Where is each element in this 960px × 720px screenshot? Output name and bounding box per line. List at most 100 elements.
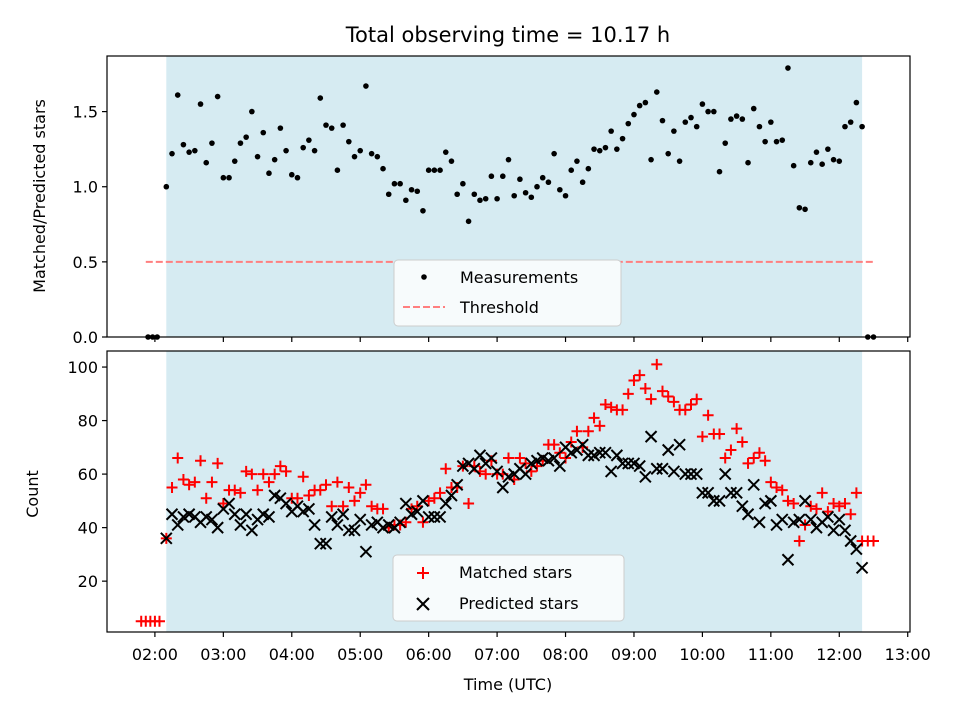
- data-point: [594, 420, 606, 432]
- data-point: [408, 186, 415, 193]
- data-point: [482, 195, 489, 202]
- data-point: [827, 524, 840, 537]
- data-point: [742, 457, 754, 469]
- data-point: [699, 101, 706, 107]
- x-tick-label: 08:00: [542, 645, 588, 664]
- data-point: [599, 399, 611, 411]
- data-point: [667, 465, 681, 478]
- data-point: [614, 146, 620, 152]
- data-point: [830, 156, 837, 163]
- data-point: [468, 462, 481, 475]
- data-point: [262, 510, 276, 524]
- data-point: [765, 476, 777, 488]
- data-point: [528, 194, 535, 201]
- data-point: [477, 197, 483, 204]
- data-point: [676, 158, 683, 164]
- top-legend-box: [393, 259, 622, 327]
- data-point: [463, 498, 475, 510]
- bottom-panel-frame: [106, 350, 911, 633]
- data-point: [169, 150, 175, 157]
- data-point: [673, 438, 686, 451]
- data-point: [679, 404, 691, 416]
- data-point: [450, 478, 464, 492]
- data-point: [442, 149, 449, 155]
- data-point: [195, 455, 207, 467]
- data-point: [229, 484, 241, 496]
- data-point: [604, 465, 618, 478]
- data-point: [782, 495, 794, 507]
- y-tick-label: 1.5: [73, 103, 98, 122]
- data-point: [257, 468, 269, 480]
- data-point: [610, 449, 624, 462]
- data-point: [357, 147, 364, 154]
- data-point: [679, 467, 692, 481]
- data-point: [166, 481, 178, 493]
- data-point: [853, 99, 860, 106]
- x-tick-label: 04:00: [269, 645, 315, 664]
- x-tick-label: 13:00: [885, 645, 931, 664]
- top-x-axis: [154, 337, 909, 342]
- data-point: [785, 65, 791, 71]
- data-point: [160, 532, 173, 545]
- data-point: [277, 125, 284, 131]
- y-tick-label: 0.5: [73, 253, 98, 272]
- data-point: [825, 146, 831, 152]
- data-point: [206, 476, 218, 488]
- data-point: [804, 513, 817, 526]
- data-point: [850, 487, 862, 499]
- data-point: [642, 99, 649, 106]
- data-point: [177, 473, 189, 485]
- data-point: [582, 449, 595, 462]
- data-point: [366, 500, 378, 512]
- data-point: [222, 497, 236, 510]
- data-point: [619, 135, 626, 142]
- data-point: [239, 508, 253, 521]
- data-point: [354, 513, 367, 526]
- data-point: [360, 479, 372, 491]
- data-point: [773, 138, 780, 145]
- data-point: [847, 119, 854, 125]
- data-point: [788, 498, 800, 510]
- data-point: [714, 428, 726, 440]
- data-point: [297, 471, 309, 483]
- data-point: [180, 141, 187, 148]
- data-point: [719, 452, 731, 464]
- data-point: [553, 459, 567, 473]
- data-point: [636, 102, 643, 109]
- data-point: [311, 147, 318, 154]
- data-point: [645, 393, 657, 405]
- data-point: [622, 457, 635, 470]
- bottom-legend-box: [392, 554, 625, 622]
- data-point: [217, 498, 229, 510]
- data-point: [317, 95, 324, 101]
- data-point: [822, 506, 834, 518]
- data-point: [214, 93, 221, 100]
- data-point: [842, 123, 848, 130]
- data-point: [163, 183, 170, 190]
- data-point: [303, 490, 315, 502]
- data-point: [291, 492, 303, 504]
- legend-matched-label: Matched stars: [459, 563, 572, 582]
- data-point: [696, 486, 709, 500]
- data-point: [245, 524, 259, 537]
- data-point: [633, 459, 646, 473]
- data-point: [682, 119, 689, 125]
- data-point: [838, 524, 852, 537]
- data-point: [793, 513, 806, 526]
- data-point: [211, 521, 224, 534]
- x-tick-label: 11:00: [748, 645, 794, 664]
- data-point: [414, 188, 421, 195]
- data-point: [517, 176, 523, 183]
- data-point: [753, 516, 766, 529]
- data-point: [855, 561, 869, 574]
- data-point: [314, 537, 327, 550]
- data-point: [359, 545, 373, 558]
- data-point: [617, 404, 629, 416]
- top-y-axis: 0.0 0.5 1.0 1.5: [73, 103, 107, 347]
- data-point: [228, 508, 241, 521]
- data-point: [753, 447, 765, 459]
- data-point: [691, 393, 703, 405]
- data-point: [833, 500, 845, 512]
- top-panel-frame: [106, 55, 911, 338]
